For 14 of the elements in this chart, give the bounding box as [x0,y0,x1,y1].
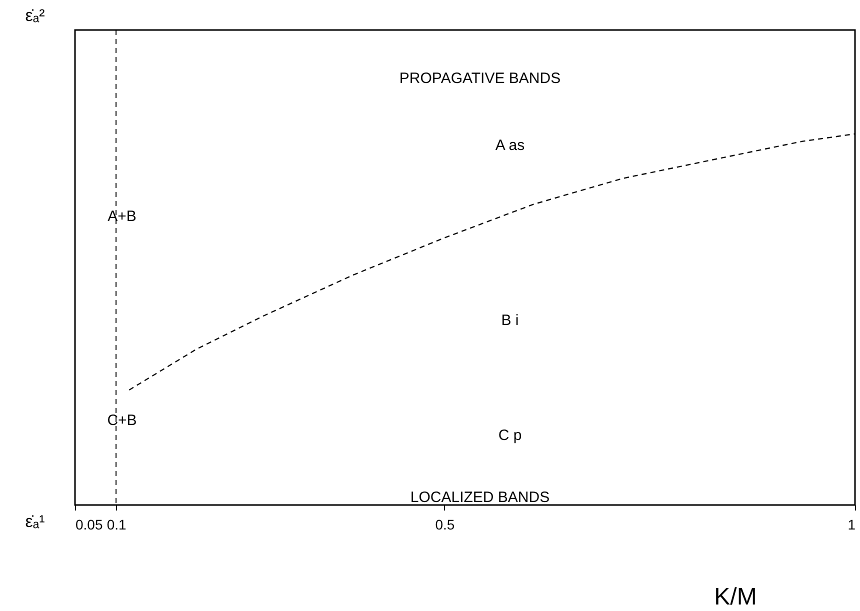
annotation: C+B [107,412,137,429]
x-axis-title: K/M [714,584,757,610]
text: ε̇ₐ¹ [25,512,46,531]
x-tick-label: 0.5 [435,516,455,532]
x-tick-label: 1 [848,516,856,532]
annotation: LOCALIZED BANDS [410,489,550,506]
annotation: A as [495,137,525,154]
text: ε̇ₐ² [25,6,46,25]
annotation: A+B [108,208,136,225]
annotation: B i [501,312,519,329]
annotation: C p [498,427,522,444]
x-tick-label: 0.1 [106,516,126,532]
x-tick-label: 0.05 [76,516,103,532]
text: PROPAGATIVE BANDS [399,70,561,87]
